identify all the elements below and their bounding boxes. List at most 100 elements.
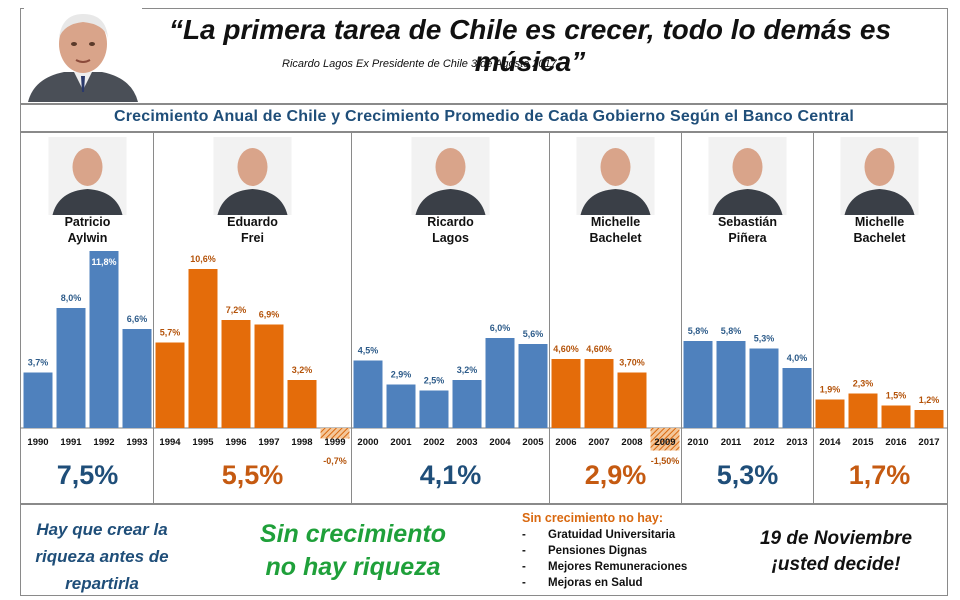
data-label-1993: 6,6% (127, 314, 148, 324)
bar-2015 (848, 393, 878, 428)
data-label-1992: 11,8% (91, 257, 116, 267)
bar-1993 (122, 329, 152, 428)
year-label-2000: 2000 (357, 437, 378, 448)
bar-2013 (782, 368, 812, 428)
data-label-2007: 4,60% (586, 344, 612, 354)
data-label-1994: 5,7% (160, 328, 181, 338)
year-label-1998: 1998 (291, 437, 312, 448)
data-label-1996: 7,2% (226, 305, 247, 315)
data-label-2009: -1,50% (651, 456, 680, 466)
bar-2005 (518, 344, 548, 428)
year-label-2006: 2006 (555, 437, 576, 448)
year-label-1991: 1991 (60, 437, 82, 448)
year-label-1999: 1999 (324, 437, 345, 448)
government-name: Aylwin (68, 231, 108, 245)
year-label-1992: 1992 (93, 437, 114, 448)
bar-2006 (551, 359, 581, 428)
government-name: Bachelet (589, 231, 642, 245)
election-call-text: ¡usted decide! (771, 554, 901, 575)
riqueza-line: repartirla (65, 574, 139, 593)
bar-2008 (617, 372, 647, 428)
bar-1996 (221, 320, 251, 428)
data-label-2006: 4,60% (553, 344, 579, 354)
bar-2014 (815, 399, 845, 428)
bar-1998 (287, 380, 317, 428)
government-average: 2,9% (585, 460, 647, 490)
data-label-2000: 4,5% (358, 346, 379, 356)
data-label-1999: -0,7% (323, 456, 347, 466)
header-panel (20, 8, 948, 104)
year-label-2005: 2005 (522, 437, 544, 448)
list-item: - Gratuidad Universitaria (522, 529, 676, 541)
data-label-2001: 2,9% (391, 370, 412, 380)
bar-1997 (254, 324, 284, 428)
data-label-2014: 1,9% (820, 385, 841, 395)
portrait-face (732, 148, 763, 186)
portrait-body (712, 189, 783, 215)
government-name: Patricio (65, 215, 111, 229)
list-item: - Pensiones Dignas (522, 545, 648, 557)
year-label-1996: 1996 (225, 437, 246, 448)
footer-panel (20, 504, 948, 596)
government-name: Frei (241, 231, 264, 245)
data-label-2010: 5,8% (688, 326, 709, 336)
year-label-2015: 2015 (852, 437, 874, 448)
subtitle-bar (20, 104, 948, 132)
portrait-body (580, 189, 651, 215)
riqueza-line: Hay que crear la (36, 520, 168, 539)
chart-frame (20, 132, 948, 504)
year-label-2003: 2003 (456, 437, 477, 448)
data-label-1991: 8,0% (61, 293, 82, 303)
riqueza-line: riqueza antes de (35, 547, 169, 566)
year-label-2013: 2013 (786, 437, 807, 448)
data-label-1995: 10,6% (190, 254, 216, 264)
government-average: 4,1% (420, 460, 482, 490)
data-label-1998: 3,2% (292, 365, 313, 375)
bar-1992 (89, 251, 119, 428)
quote: “La primera tarea de Chile es crecer, to… (168, 14, 892, 77)
data-label-2008: 3,70% (619, 358, 645, 368)
list-title: Sin crecimiento no hay: (522, 511, 664, 525)
slogan-line: no hay riqueza (265, 553, 441, 581)
year-label-2001: 2001 (390, 437, 412, 448)
bar-1999 (320, 428, 350, 439)
year-label-1994: 1994 (159, 437, 181, 448)
year-label-1997: 1997 (258, 437, 279, 448)
bar-1995 (188, 269, 218, 428)
list-item: - Mejoras en Salud (522, 577, 643, 589)
election-date: 19 de Noviembre (759, 528, 913, 549)
government-average: 5,3% (717, 460, 779, 490)
portrait-face (864, 148, 895, 186)
data-label-2013: 4,0% (787, 353, 808, 363)
portrait-ricardo-lagos (24, 8, 142, 102)
year-label-2009: 2009 (654, 437, 675, 448)
bar-2012 (749, 348, 779, 428)
chart-title: Crecimiento Anual de Chile y Crecimiento… (113, 108, 855, 125)
portrait-face (600, 148, 631, 186)
year-label-2014: 2014 (819, 437, 841, 448)
portrait-face (435, 148, 466, 186)
bar-2004 (485, 338, 515, 428)
portrait-body (844, 189, 915, 215)
sin-crecimiento-list: Sin crecimiento no hay: - Gratuidad Unive… (522, 511, 687, 591)
bar-2010 (683, 341, 713, 428)
bar-1991 (56, 308, 86, 428)
slogan-line: Sin crecimiento (259, 520, 447, 548)
portrait-body (415, 189, 486, 215)
government-average: 1,7% (849, 460, 911, 490)
bar-2007 (584, 359, 614, 428)
data-label-2017: 1,2% (919, 395, 940, 405)
bar-1994 (155, 342, 185, 428)
year-label-2007: 2007 (588, 437, 609, 448)
data-label-2003: 3,2% (457, 365, 478, 375)
data-label-1997: 6,9% (259, 310, 280, 320)
bar-2001 (386, 384, 416, 428)
year-label-2017: 2017 (918, 437, 939, 448)
government-name: Michelle (855, 215, 904, 229)
quote-attribution: Ricardo Lagos Ex Presidente de Chile 3 d… (282, 58, 557, 70)
bar-2000 (353, 360, 383, 428)
government-name: Bachelet (853, 231, 906, 245)
data-label-2005: 5,6% (523, 329, 544, 339)
data-label-2002: 2,5% (424, 376, 445, 386)
data-label-2016: 1,5% (886, 391, 907, 401)
